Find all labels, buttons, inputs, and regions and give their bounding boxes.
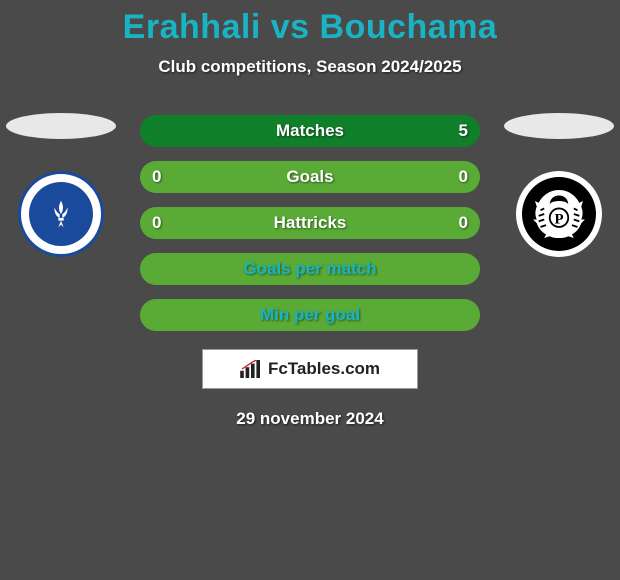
snapshot-date: 29 november 2024	[0, 409, 620, 429]
stat-label: Goals	[286, 167, 333, 187]
stat-row: Min per goal	[140, 299, 480, 331]
club-badge-left: SPORTVEREIN DARMSTADT 1898 e.V.	[18, 171, 104, 257]
stat-row: Hattricks 0 0	[140, 207, 480, 239]
svg-text:P: P	[554, 211, 563, 227]
stat-value-right: 0	[459, 167, 468, 187]
stat-value-right: 0	[459, 213, 468, 233]
comparison-content: SPORTVEREIN DARMSTADT 1898 e.V. P	[0, 115, 620, 429]
club-badge-right: P	[516, 171, 602, 257]
stat-label: Matches	[276, 121, 344, 141]
page-title: Erahhali vs Bouchama	[0, 0, 620, 47]
stat-value-left: 0	[152, 167, 161, 187]
stat-row: Goals per match	[140, 253, 480, 285]
player-right-placeholder	[504, 113, 614, 139]
eagle-icon: P	[522, 177, 596, 251]
stat-label: Goals per match	[243, 259, 376, 279]
stat-rows: Matches 5 Goals 0 0 Hattricks 0 0 Goals per matc…	[140, 115, 480, 331]
svg-text:DARMSTADT 1898 e.V.: DARMSTADT 1898 e.V.	[37, 219, 84, 241]
stat-value-right: 5	[459, 121, 468, 141]
subtitle: Club competitions, Season 2024/2025	[0, 57, 620, 77]
branding-box: FcTables.com	[202, 349, 418, 389]
branding-text: FcTables.com	[268, 359, 380, 379]
stat-row: Goals 0 0	[140, 161, 480, 193]
stat-label: Min per goal	[260, 305, 360, 325]
stat-row: Matches 5	[140, 115, 480, 147]
player-left-placeholder	[6, 113, 116, 139]
darmstadt-ring-text-icon: SPORTVEREIN DARMSTADT 1898 e.V.	[29, 182, 93, 246]
stat-value-left: 0	[152, 213, 161, 233]
svg-text:SPORTVEREIN: SPORTVEREIN	[34, 186, 79, 210]
bar-chart-icon	[240, 360, 262, 378]
stat-label: Hattricks	[274, 213, 347, 233]
